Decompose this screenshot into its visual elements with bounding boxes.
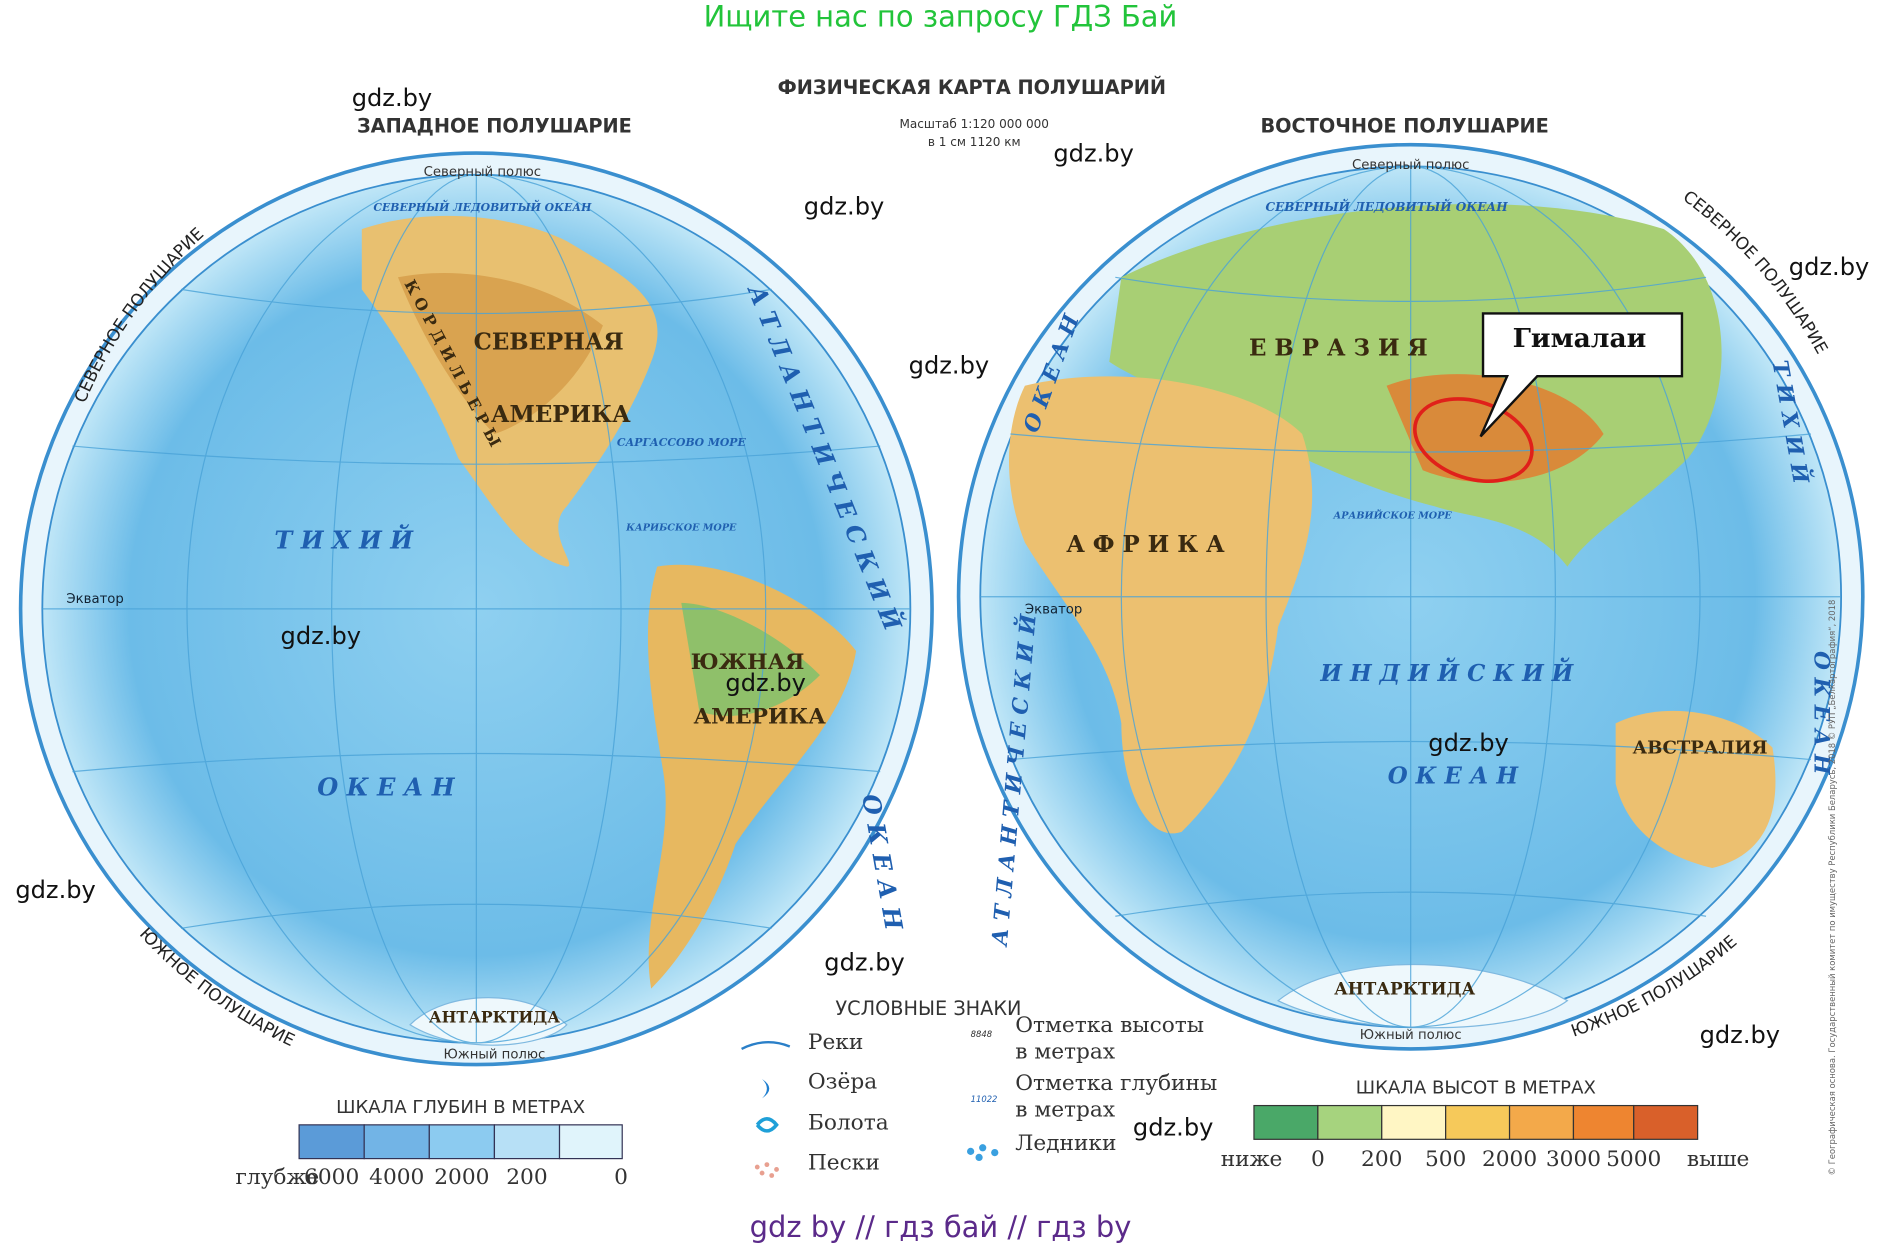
- sea-label: САРГАССОВО МОРЕ: [617, 436, 747, 449]
- map-scale: Масштаб 1:120 000 000: [900, 117, 1049, 131]
- watermark: gdz.by: [909, 352, 990, 380]
- pole-label: Северный полюс: [424, 165, 541, 180]
- watermark: gdz.by: [1053, 140, 1134, 168]
- continent-label: СЕВЕРНАЯ: [474, 329, 624, 356]
- watermark: gdz.by: [1700, 1021, 1780, 1049]
- callout-box: [1479, 312, 1684, 438]
- watermark: gdz.by: [1428, 729, 1508, 757]
- scale-label: 5000: [1606, 1147, 1661, 1172]
- copyright: © Географическая основа. Государственный…: [1827, 600, 1837, 1176]
- equator-label: Экватор: [66, 592, 123, 607]
- watermark: gdz.by: [725, 669, 806, 697]
- scale-label: 500: [1425, 1147, 1466, 1172]
- legend: УСЛОВНЫЕ ЗНАКИ 8848 11022: [741, 997, 1021, 1178]
- legend-item: Отметка высоты в метрах: [1015, 1013, 1204, 1065]
- watermark: gdz.by: [824, 949, 905, 977]
- pole-label: Южный полюс: [443, 1048, 545, 1063]
- ocean-label: СЕВЕРНЫЙ ЛЕДОВИТЫЙ ОКЕАН: [373, 200, 592, 214]
- legend-item: Озёра: [808, 1070, 877, 1095]
- legend-item: Ледники: [1015, 1131, 1116, 1156]
- watermark: gdz.by: [352, 84, 433, 112]
- west-hemisphere: ЗАПАДНОЕ ПОЛУШАРИЕ СЕВЕРНОЕ ПОЛУШАРИЕ ЮЖ…: [18, 115, 934, 1067]
- scale-label: 200: [506, 1165, 547, 1190]
- scale-label: 2000: [434, 1165, 489, 1190]
- continent-label: АМЕРИКА: [693, 704, 826, 729]
- scale-label: 6000: [304, 1165, 359, 1190]
- ocean-label: СЕВЕРНЫЙ ЛЕДОВИТЫЙ ОКЕАН: [1266, 198, 1509, 214]
- scale-label: ниже: [1221, 1147, 1283, 1172]
- watermark: gdz.by: [1133, 1114, 1214, 1142]
- highlight-ellipse: [1413, 397, 1534, 484]
- map-scale: в 1 см 1120 км: [928, 135, 1021, 149]
- watermark: gdz.by: [15, 876, 95, 904]
- scale-label: 3000: [1546, 1147, 1601, 1172]
- hemisphere-title: ЗАПАДНОЕ ПОЛУШАРИЕ: [357, 115, 632, 138]
- svg-text:8848: 8848: [971, 1029, 992, 1039]
- watermark: gdz.by: [281, 622, 361, 650]
- watermark: gdz.by: [804, 193, 885, 221]
- equator-label: Экватор: [1025, 603, 1082, 618]
- sea-label: КАРИБСКОЕ МОРЕ: [625, 522, 737, 533]
- banner: Ищите нас по запросу ГДЗ Бай: [704, 0, 1178, 34]
- ocean-label: О К Е А Н: [317, 773, 456, 802]
- map-title: ФИЗИЧЕСКАЯ КАРТА ПОЛУШАРИЙ: [778, 76, 1166, 99]
- ocean-label: О К Е А Н: [1388, 763, 1520, 790]
- footer: gdz by // гдз бай // гдз by: [750, 1210, 1132, 1243]
- scale-label: 2000: [1482, 1147, 1537, 1172]
- svg-text:11022: 11022: [971, 1094, 998, 1104]
- scale-label: 4000: [369, 1165, 424, 1190]
- ocean-label: Т И Х И Й: [274, 524, 414, 555]
- ocean-label: О К Е А Н: [1809, 651, 1834, 776]
- scale-label: 200: [1361, 1147, 1402, 1172]
- legend-item: Реки: [808, 1030, 863, 1055]
- ocean-label: И Н Д И Й С К И Й: [1319, 658, 1574, 687]
- hemisphere-title: ВОСТОЧНОЕ ПОЛУШАРИЕ: [1260, 115, 1548, 138]
- continent-label: АНТАРКТИДА: [1334, 979, 1475, 999]
- continent-label: АВСТРАЛИЯ: [1632, 738, 1767, 759]
- legend-item: Пески: [808, 1150, 880, 1175]
- scale-label: глубже: [236, 1165, 320, 1190]
- height-scale: ШКАЛА ВЫСОТ В МЕТРАХ: [1253, 1078, 1699, 1140]
- scale-title: ШКАЛА ГЛУБИН В МЕТРАХ: [336, 1097, 585, 1118]
- watermark: gdz.by: [1789, 253, 1869, 281]
- scale-label: 0: [1311, 1147, 1325, 1172]
- continent-label: Е В Р А З И Я: [1249, 335, 1428, 362]
- continent-label: АНТАРКТИДА: [429, 1007, 560, 1026]
- pole-label: Южный полюс: [1360, 1028, 1462, 1043]
- legend-title: УСЛОВНЫЕ ЗНАКИ: [835, 997, 1021, 1020]
- scale-label: 0: [614, 1165, 628, 1190]
- east-hemisphere: ВОСТОЧНОЕ ПОЛУШАРИЕ СЕВЕРНОЕ ПОЛУШАРИЕ Ю…: [956, 115, 1865, 1051]
- continent-label: АМЕРИКА: [491, 401, 631, 428]
- continent-label: А Ф Р И К А: [1066, 531, 1225, 558]
- sea-label: АРАВИЙСКОЕ МОРЕ: [1332, 508, 1452, 521]
- scale-title: ШКАЛА ВЫСОТ В МЕТРАХ: [1356, 1078, 1596, 1099]
- continent-label: ЮЖНАЯ: [691, 650, 805, 675]
- callout-text: Гималаи: [1513, 323, 1647, 354]
- pole-label: Северный полюс: [1352, 158, 1469, 173]
- scale-label: выше: [1687, 1147, 1749, 1172]
- legend-item: Болота: [808, 1111, 889, 1136]
- legend-item: Отметка глубины в метрах: [1015, 1071, 1217, 1123]
- depth-scale: ШКАЛА ГЛУБИН В МЕТРАХ: [298, 1097, 623, 1160]
- ocean-label: О К Е А Н: [856, 792, 909, 933]
